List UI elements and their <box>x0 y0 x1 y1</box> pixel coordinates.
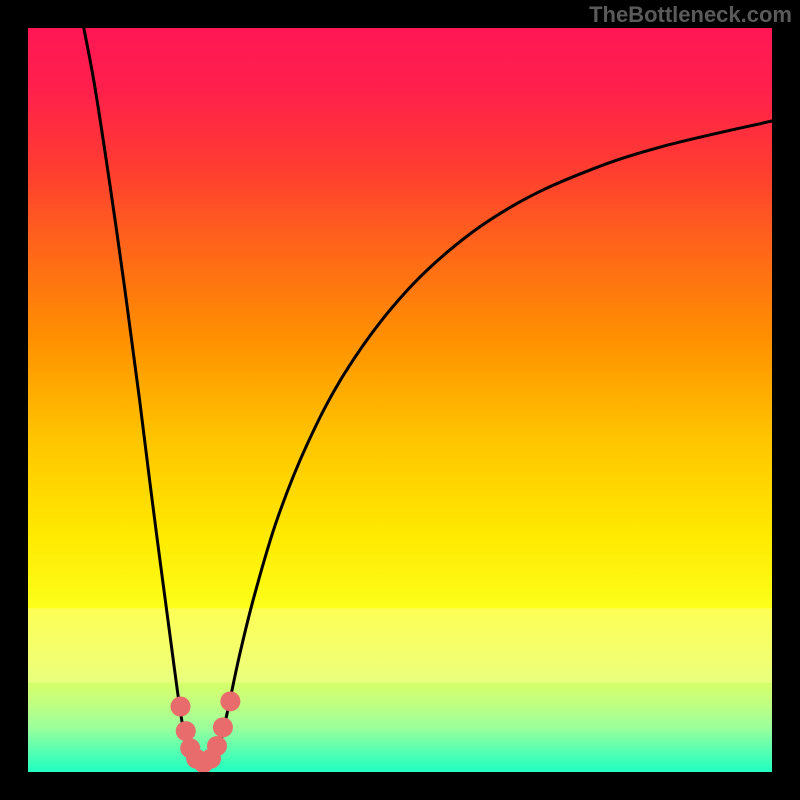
chart-stage: TheBottleneck.com <box>0 0 800 800</box>
marker-dot <box>207 736 227 756</box>
marker-dot <box>176 721 196 741</box>
marker-dot <box>213 717 233 737</box>
chart-svg <box>0 0 800 800</box>
marker-dot <box>220 691 240 711</box>
pale-band <box>28 608 772 682</box>
watermark-text: TheBottleneck.com <box>589 2 792 28</box>
marker-dot <box>171 697 191 717</box>
